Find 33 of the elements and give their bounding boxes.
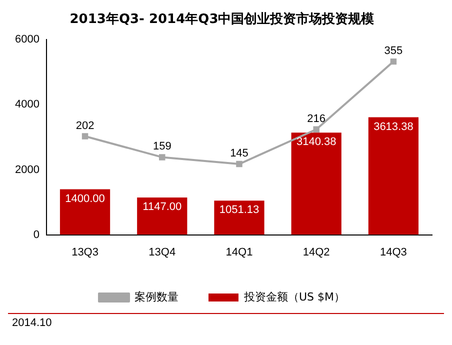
x-tick-label: 13Q4: [148, 246, 176, 258]
bar: [214, 200, 264, 235]
data-label: 1051.13: [219, 204, 260, 216]
point: [159, 154, 166, 160]
y-tick-label: 6000: [14, 34, 40, 46]
x-tick-label: 14Q3: [380, 246, 407, 258]
y-tick-label: 2000: [14, 164, 40, 176]
point: [236, 160, 242, 168]
bar: [368, 117, 419, 235]
bar: [60, 189, 110, 235]
point: [390, 58, 397, 65]
y-tick-label: 0: [33, 228, 40, 241]
point: [313, 126, 320, 133]
chart-title: 2013年Q3- 2014年Q3中国创业投资市场投资规模: [70, 11, 374, 28]
data-label: 202: [76, 120, 94, 132]
data-label: 355: [384, 45, 403, 58]
data-label: 159: [152, 140, 172, 153]
bar: [291, 132, 342, 235]
x-tick-label: 14Q2: [302, 246, 330, 258]
legend-label: 投资金额（US $M）: [242, 290, 346, 304]
data-label: 145: [230, 148, 248, 160]
point: [82, 133, 88, 140]
data-label: 216: [307, 112, 326, 125]
x-tick-label: 13Q3: [72, 246, 98, 258]
x-tick-label: 14Q1: [226, 246, 253, 258]
data-label: 3140.38: [296, 136, 336, 148]
text: 2014.10: [12, 317, 52, 329]
legend-label: 案例数量: [134, 290, 178, 304]
data-label: 3613.38: [374, 120, 414, 133]
data-label: 1400.00: [65, 192, 105, 205]
y-tick-label: 4000: [14, 98, 40, 111]
data-label: 1147.00: [142, 201, 182, 214]
bar: [137, 197, 188, 235]
